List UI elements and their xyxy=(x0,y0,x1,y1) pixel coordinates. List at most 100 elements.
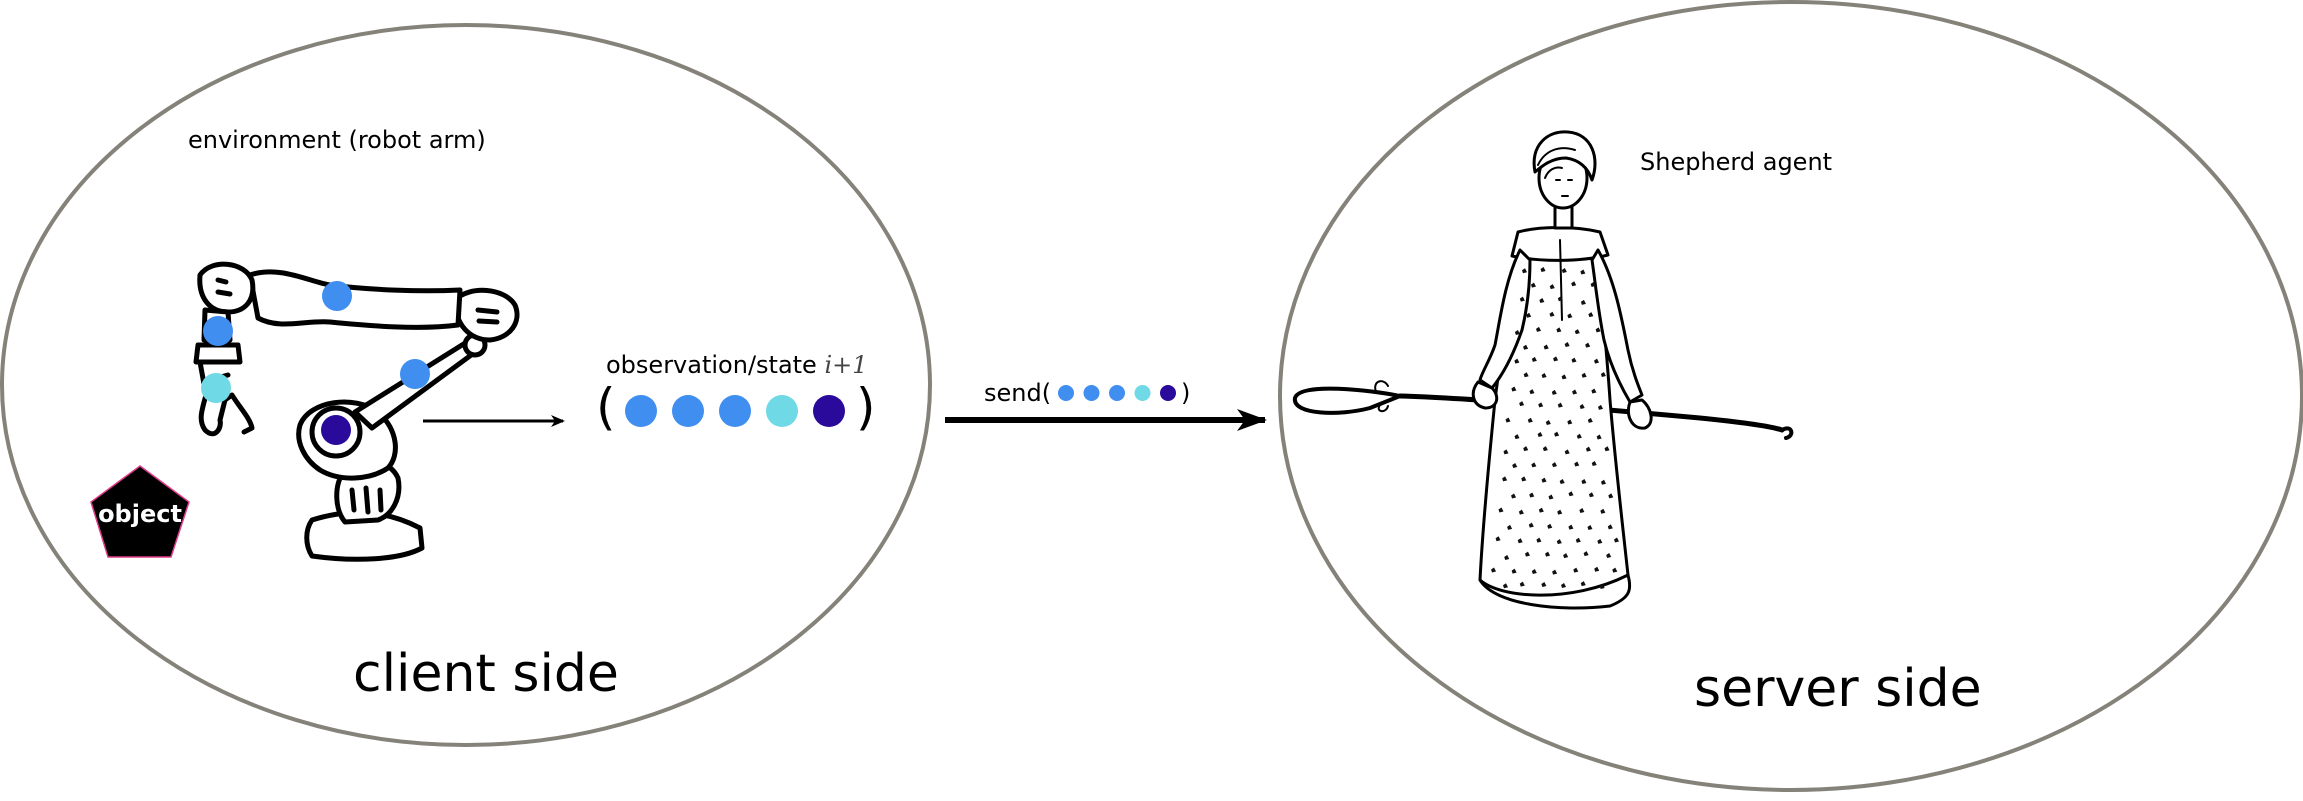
dress-speckle xyxy=(1567,419,1573,425)
shepherd-agent-drawing xyxy=(1293,130,1794,610)
dress-speckle xyxy=(1528,522,1534,528)
dress-speckle xyxy=(1559,479,1565,485)
send-dots xyxy=(1058,385,1176,401)
dress-speckle xyxy=(1591,461,1597,467)
send-dot-5 xyxy=(1160,385,1176,401)
dress-speckle xyxy=(1503,449,1509,455)
dress-speckle xyxy=(1529,492,1535,498)
dress-speckle xyxy=(1580,299,1586,305)
dress-speckle xyxy=(1503,583,1509,589)
observation-dot-3 xyxy=(719,395,751,427)
dress-speckle xyxy=(1547,523,1553,529)
dress-speckle xyxy=(1518,509,1524,515)
send-dot-2 xyxy=(1083,385,1100,401)
dress-speckle xyxy=(1614,537,1620,543)
dress-speckle xyxy=(1571,357,1577,363)
dress-speckle xyxy=(1587,524,1593,530)
dress-speckle xyxy=(1522,268,1528,274)
dress-speckle xyxy=(1549,311,1555,317)
dress-speckle xyxy=(1561,268,1567,274)
dress-speckle xyxy=(1571,281,1577,287)
dress-speckle xyxy=(1512,462,1518,468)
dress-speckle xyxy=(1531,356,1537,362)
dress-speckle xyxy=(1523,372,1529,378)
dress-speckle xyxy=(1608,493,1614,499)
dress-speckle xyxy=(1594,358,1600,364)
dress-speckle xyxy=(1568,524,1574,530)
dress-speckle xyxy=(1576,433,1582,439)
dress-speckle xyxy=(1568,491,1574,497)
environment-label: environment (robot arm) xyxy=(188,126,486,154)
dress-speckle xyxy=(1523,344,1529,350)
server-ellipse xyxy=(1278,0,2303,792)
dress-speckle xyxy=(1588,492,1594,498)
dress-speckle xyxy=(1579,403,1585,409)
observation-label-text: observation/state xyxy=(606,351,817,379)
dress-speckle xyxy=(1505,417,1511,423)
dress-speckle xyxy=(1539,297,1545,303)
send-dot-3 xyxy=(1109,385,1125,401)
dress-speckle xyxy=(1545,551,1551,557)
observation-dot-4 xyxy=(766,395,798,427)
dress-speckle xyxy=(1511,493,1517,499)
dress-speckle xyxy=(1574,329,1580,335)
dress-speckle xyxy=(1581,478,1587,484)
dress-speckle xyxy=(1502,476,1508,482)
dress-speckle xyxy=(1597,538,1603,544)
dress-speckle xyxy=(1564,341,1570,347)
object-label: object xyxy=(98,500,182,528)
send-dot-1 xyxy=(1058,385,1074,401)
dress-speckle xyxy=(1495,536,1501,542)
dress-speckle xyxy=(1545,419,1551,425)
dress-speckle xyxy=(1540,266,1546,272)
agent-label: Shepherd agent xyxy=(1640,148,1833,176)
dress-speckle xyxy=(1543,344,1549,350)
dress-speckle xyxy=(1527,417,1533,423)
send-close-paren: ) xyxy=(1181,379,1191,407)
dress-speckle xyxy=(1536,326,1542,332)
dress-speckle xyxy=(1537,432,1543,438)
dress-speckle xyxy=(1590,281,1596,287)
observation-close-paren: ) xyxy=(856,378,876,436)
dress-speckle xyxy=(1553,356,1559,362)
dress-speckle xyxy=(1530,282,1536,288)
dress-speckle xyxy=(1551,389,1557,395)
dress-speckle xyxy=(1557,296,1563,302)
dress-speckle xyxy=(1557,402,1563,408)
dress-speckle xyxy=(1521,476,1527,482)
dress-speckle xyxy=(1504,554,1510,560)
dress-speckle xyxy=(1526,312,1532,318)
dress-speckle xyxy=(1561,583,1567,589)
dress-speckle xyxy=(1588,312,1594,318)
dress-speckle xyxy=(1519,581,1525,587)
client-side-label: client side xyxy=(353,644,619,704)
joint-3 xyxy=(322,281,352,311)
dress-speckle xyxy=(1517,538,1523,544)
dress-speckle xyxy=(1548,494,1554,500)
send-label: send( xyxy=(984,379,1052,407)
dress-speckle xyxy=(1549,284,1555,290)
joint-5 xyxy=(201,373,231,403)
dress-speckle xyxy=(1557,509,1563,515)
joint-2 xyxy=(400,359,430,389)
dress-speckle xyxy=(1561,374,1567,380)
dress-speckle xyxy=(1554,431,1560,437)
dress-speckle xyxy=(1567,313,1573,319)
dress-speckle xyxy=(1595,327,1601,333)
dress-speckle xyxy=(1498,507,1504,513)
dress-speckle xyxy=(1536,537,1542,543)
dress-speckle xyxy=(1542,446,1548,452)
dress-speckle xyxy=(1600,371,1606,377)
observation-dot-2 xyxy=(672,395,704,427)
dress-speckle xyxy=(1575,537,1581,543)
dress-speckle xyxy=(1538,507,1544,513)
observation-dot-1 xyxy=(625,395,657,427)
observation-label: observation/state i+1 xyxy=(606,351,868,379)
dress-pattern xyxy=(1491,266,1620,589)
robot-arm-joints xyxy=(201,281,430,445)
dress-speckle xyxy=(1600,479,1606,485)
dress-speckle xyxy=(1556,327,1562,333)
dress-speckle xyxy=(1574,461,1580,467)
dress-speckle xyxy=(1552,462,1558,468)
